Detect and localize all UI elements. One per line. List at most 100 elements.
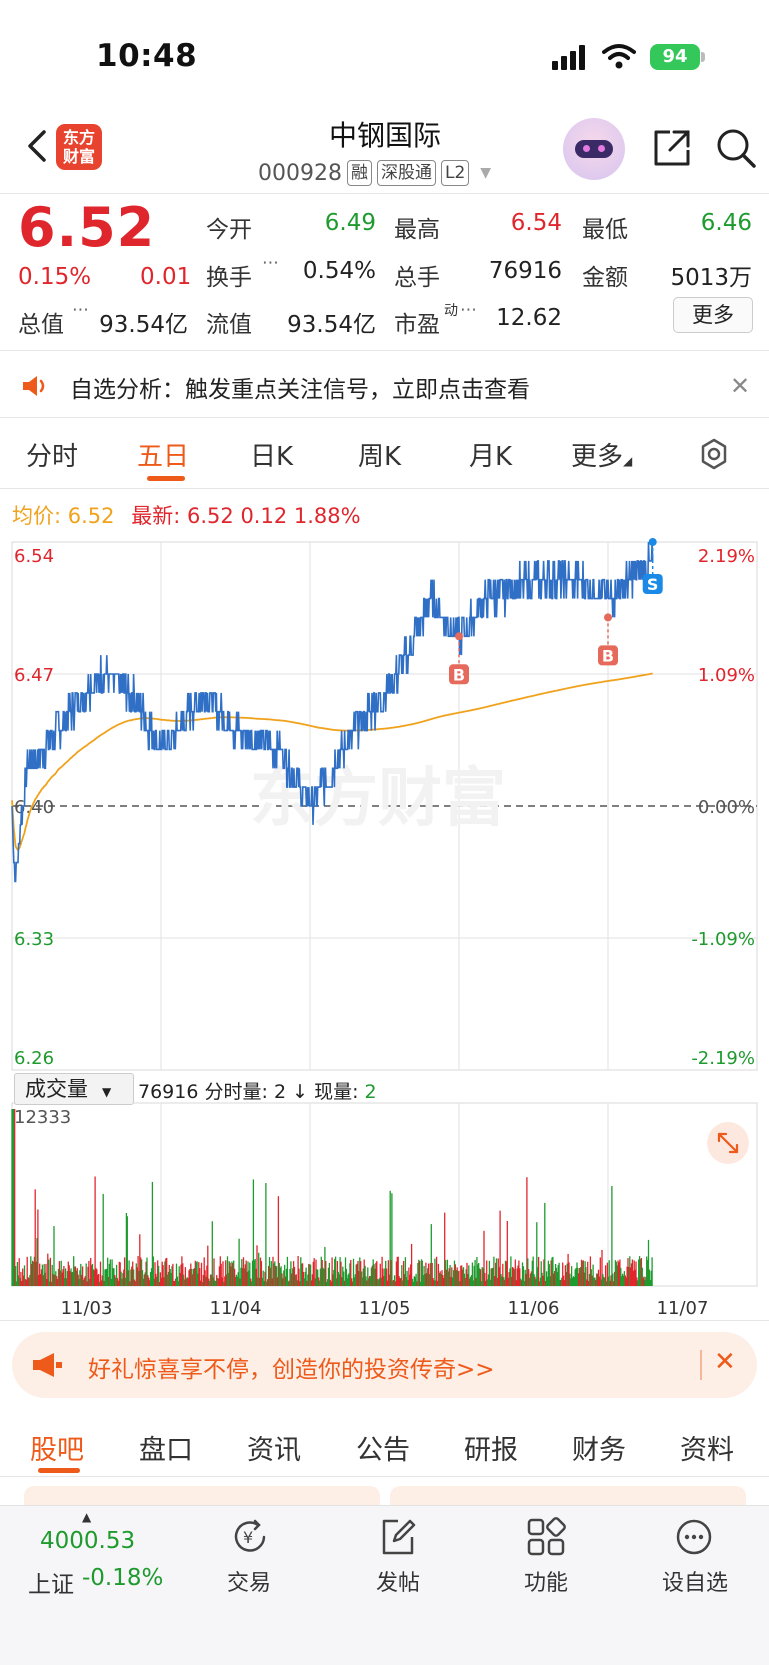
- content-card: [24, 1486, 380, 1506]
- info-dots-icon[interactable]: ⋯: [72, 300, 89, 320]
- close-icon[interactable]: ✕: [714, 1347, 736, 1377]
- open-label: 今开: [206, 217, 252, 243]
- amount-label: 金额: [582, 265, 628, 291]
- open-value: 6.49: [324, 210, 376, 236]
- index-change[interactable]: -0.18%: [82, 1565, 164, 1591]
- indicator-select[interactable]: 成交量 ▼: [14, 1073, 134, 1105]
- market-cap-label: 总值: [18, 312, 64, 338]
- pe-value: 12.62: [496, 305, 562, 331]
- expand-icon[interactable]: [707, 1122, 749, 1164]
- margin-tag: 融: [346, 160, 372, 186]
- tab-financials[interactable]: 财务: [572, 1435, 626, 1466]
- x-tick-label: 11/04: [210, 1298, 262, 1319]
- tab-five-day[interactable]: 五日: [137, 442, 190, 472]
- header-divider: [0, 193, 769, 194]
- tab-stock-forum[interactable]: 股吧: [30, 1435, 84, 1466]
- marker-badge: [449, 664, 469, 685]
- trade-icon[interactable]: ¥: [228, 1515, 272, 1559]
- add-watchlist-icon[interactable]: [672, 1515, 716, 1559]
- price-line: [11, 541, 654, 883]
- share-icon[interactable]: [650, 126, 694, 170]
- stock-code-row[interactable]: 000928 融 深股通 L2 ▼: [258, 158, 491, 188]
- megaphone-icon: [33, 1353, 62, 1377]
- app-logo: 东方 财富: [56, 124, 102, 170]
- index-name[interactable]: 上证: [28, 1572, 74, 1598]
- promo-text[interactable]: 好礼惊喜享不停，创造你的投资传奇>>: [88, 1357, 495, 1383]
- level2-tag: L2: [440, 160, 470, 186]
- tab-profile[interactable]: 资料: [680, 1435, 734, 1466]
- turnover-value: 0.54%: [302, 258, 376, 284]
- right-tick-label: 2.19%: [698, 546, 755, 567]
- content-card: [390, 1486, 746, 1506]
- active-bottom-tab-indicator: [38, 1468, 80, 1473]
- chart-bottom-divider: [0, 1320, 769, 1321]
- right-tick-label: 1.09%: [698, 665, 755, 686]
- nav-post[interactable]: 发帖: [375, 1571, 420, 1596]
- caret-up-icon: ▲: [82, 1510, 92, 1524]
- back-arrow-icon[interactable]: [18, 126, 58, 166]
- pe-superscript: 动: [444, 303, 458, 319]
- buy-marker-label: B: [453, 665, 465, 684]
- left-tick-label: 6.47: [14, 665, 54, 686]
- turnover-label: 换手: [206, 265, 252, 291]
- notice-text[interactable]: 自选分析：触发重点关注信号，立即点击查看: [70, 377, 530, 403]
- tab-announcements[interactable]: 公告: [356, 1435, 410, 1466]
- search-icon[interactable]: [714, 126, 758, 170]
- tab-news[interactable]: 资讯: [247, 1435, 301, 1466]
- volume-frame: [11, 1102, 758, 1287]
- bottom-tabs-divider: [0, 1476, 769, 1477]
- status-time: 10:48: [96, 38, 198, 74]
- tab-weekly-k[interactable]: 周K: [358, 442, 402, 472]
- index-value[interactable]: 4000.53: [40, 1528, 136, 1554]
- volume-max-label: 12333: [14, 1107, 71, 1128]
- volume-label: 总手: [394, 265, 440, 291]
- svg-text:¥: ¥: [243, 1528, 253, 1547]
- nav-trade[interactable]: 交易: [226, 1571, 271, 1596]
- gear-icon[interactable]: [697, 437, 731, 471]
- post-icon[interactable]: [376, 1515, 420, 1559]
- low-label: 最低: [582, 217, 628, 243]
- promo-banner[interactable]: [12, 1332, 757, 1398]
- speaker-icon: [23, 376, 45, 396]
- tab-monthly-k[interactable]: 月K: [469, 442, 513, 472]
- nav-functions[interactable]: 功能: [523, 1571, 568, 1596]
- battery-indicator: 94: [650, 44, 700, 70]
- avg-price-value: 6.52: [67, 504, 115, 528]
- notice-divider: [0, 417, 769, 418]
- float-cap-label: 流值: [206, 312, 252, 338]
- robot-assistant-icon[interactable]: [563, 118, 625, 180]
- close-icon[interactable]: ✕: [730, 372, 751, 400]
- info-dots-icon[interactable]: ⋯: [460, 300, 477, 320]
- functions-icon[interactable]: [524, 1515, 568, 1559]
- tab-more[interactable]: 更多◢: [571, 442, 633, 472]
- float-cap-value: 93.54亿: [287, 312, 376, 338]
- tab-order-book[interactable]: 盘口: [139, 1435, 193, 1466]
- connect-tag: 深股通: [376, 160, 436, 186]
- avg-price-line: [11, 672, 653, 852]
- pe-label: 市盈: [394, 312, 440, 338]
- quote-divider: [0, 350, 769, 351]
- marker-dot: [455, 632, 463, 641]
- info-dots-icon[interactable]: ⋯: [262, 253, 279, 273]
- sell-marker-label: S: [647, 575, 659, 594]
- more-quote-button[interactable]: 更多: [673, 297, 753, 333]
- battery-tip: [701, 52, 705, 62]
- stock-name: 中钢国际: [328, 119, 441, 152]
- right-tick-label: 0.00%: [698, 797, 755, 818]
- tab-daily-k[interactable]: 日K: [250, 442, 294, 472]
- x-tick-label: 11/06: [508, 1298, 560, 1319]
- x-tick-label: 11/07: [657, 1298, 709, 1319]
- wifi-icon: [602, 44, 636, 69]
- volume-value: 76916: [488, 258, 562, 284]
- stock-code: 000928: [258, 160, 342, 186]
- right-tick-label: -1.09%: [691, 929, 755, 950]
- five-day-chart[interactable]: 东方财富 6.54 2.19%6.47 1.09%6.40 0.00%6.33 -1.0…: [0, 530, 769, 1330]
- tab-research[interactable]: 研报: [464, 1435, 518, 1466]
- volume-info: 76916 分时量: 2 ↓ 现量: 2: [138, 1081, 377, 1103]
- nav-add-watchlist[interactable]: 设自选: [661, 1571, 728, 1596]
- chevron-down-icon: ▼: [480, 165, 492, 181]
- amount-value: 5013万: [670, 265, 752, 291]
- buy-marker-label: B: [602, 646, 614, 665]
- tab-intraday[interactable]: 分时: [26, 442, 79, 472]
- low-value: 6.46: [700, 210, 752, 236]
